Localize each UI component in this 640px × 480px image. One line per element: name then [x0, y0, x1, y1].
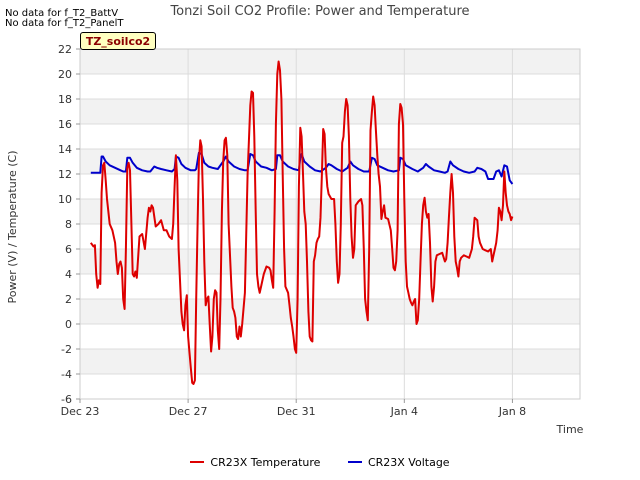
y-tick-label: 20: [58, 68, 72, 81]
x-tick-label: Dec 31: [277, 405, 316, 418]
x-tick-label: Jan 4: [390, 405, 418, 418]
y-tick-label: 6: [65, 243, 72, 256]
plot-band: [80, 74, 580, 99]
y-tick-label: 14: [58, 143, 72, 156]
y-tick-label: -2: [61, 343, 72, 356]
chart-title: Tonzi Soil CO2 Profile: Power and Temper…: [169, 4, 469, 19]
site-tag: TZ_soilco2: [80, 32, 156, 50]
plot-band: [80, 349, 580, 374]
y-tick-label: 8: [65, 218, 72, 231]
no-data-note-panelt: No data for f_T2_PanelT: [5, 18, 124, 29]
plot-band: [80, 224, 580, 249]
y-tick-label: -6: [61, 393, 72, 406]
plot-band: [80, 149, 580, 174]
series-line-temperature: [89, 60, 514, 385]
plot-band: [80, 124, 580, 149]
y-tick-label: 16: [58, 118, 72, 131]
y-tick-label: -4: [61, 368, 72, 381]
legend-swatch-temperature: [190, 461, 205, 463]
y-tick-label: 2: [65, 293, 72, 306]
y-tick-label: 4: [65, 268, 72, 281]
legend: CR23X Temperature CR23X Voltage: [0, 453, 640, 469]
legend-swatch-voltage: [347, 461, 362, 463]
plot-band: [80, 199, 580, 224]
plot-band: [80, 99, 580, 124]
y-tick-label: 12: [58, 168, 72, 181]
y-tick-label: 0: [65, 318, 72, 331]
legend-item-temperature: CR23X Temperature: [190, 456, 320, 469]
x-tick-label: Dec 23: [61, 405, 100, 418]
plot-band: [80, 49, 580, 74]
legend-item-voltage: CR23X Voltage: [347, 455, 450, 469]
y-axis-label: Power (V) / Temperature (C): [6, 150, 19, 303]
no-data-note-battv: No data for f_T2_BattV: [5, 8, 119, 19]
y-tick-label: 10: [58, 193, 72, 206]
plot-band: [80, 274, 580, 299]
legend-label-temperature: CR23X Temperature: [210, 455, 321, 469]
series-line-voltage: [90, 151, 514, 185]
plot-band: [80, 249, 580, 274]
plot-band: [80, 299, 580, 324]
x-tick-label: Jan 8: [498, 405, 526, 418]
legend-label-voltage: CR23X Voltage: [367, 455, 450, 469]
x-tick-label: Dec 27: [169, 405, 208, 418]
x-axis-label: Time: [556, 423, 584, 436]
plot-band: [80, 374, 580, 399]
y-tick-label: 18: [58, 93, 72, 106]
plot-band: [80, 324, 580, 349]
y-tick-label: 22: [58, 43, 72, 56]
